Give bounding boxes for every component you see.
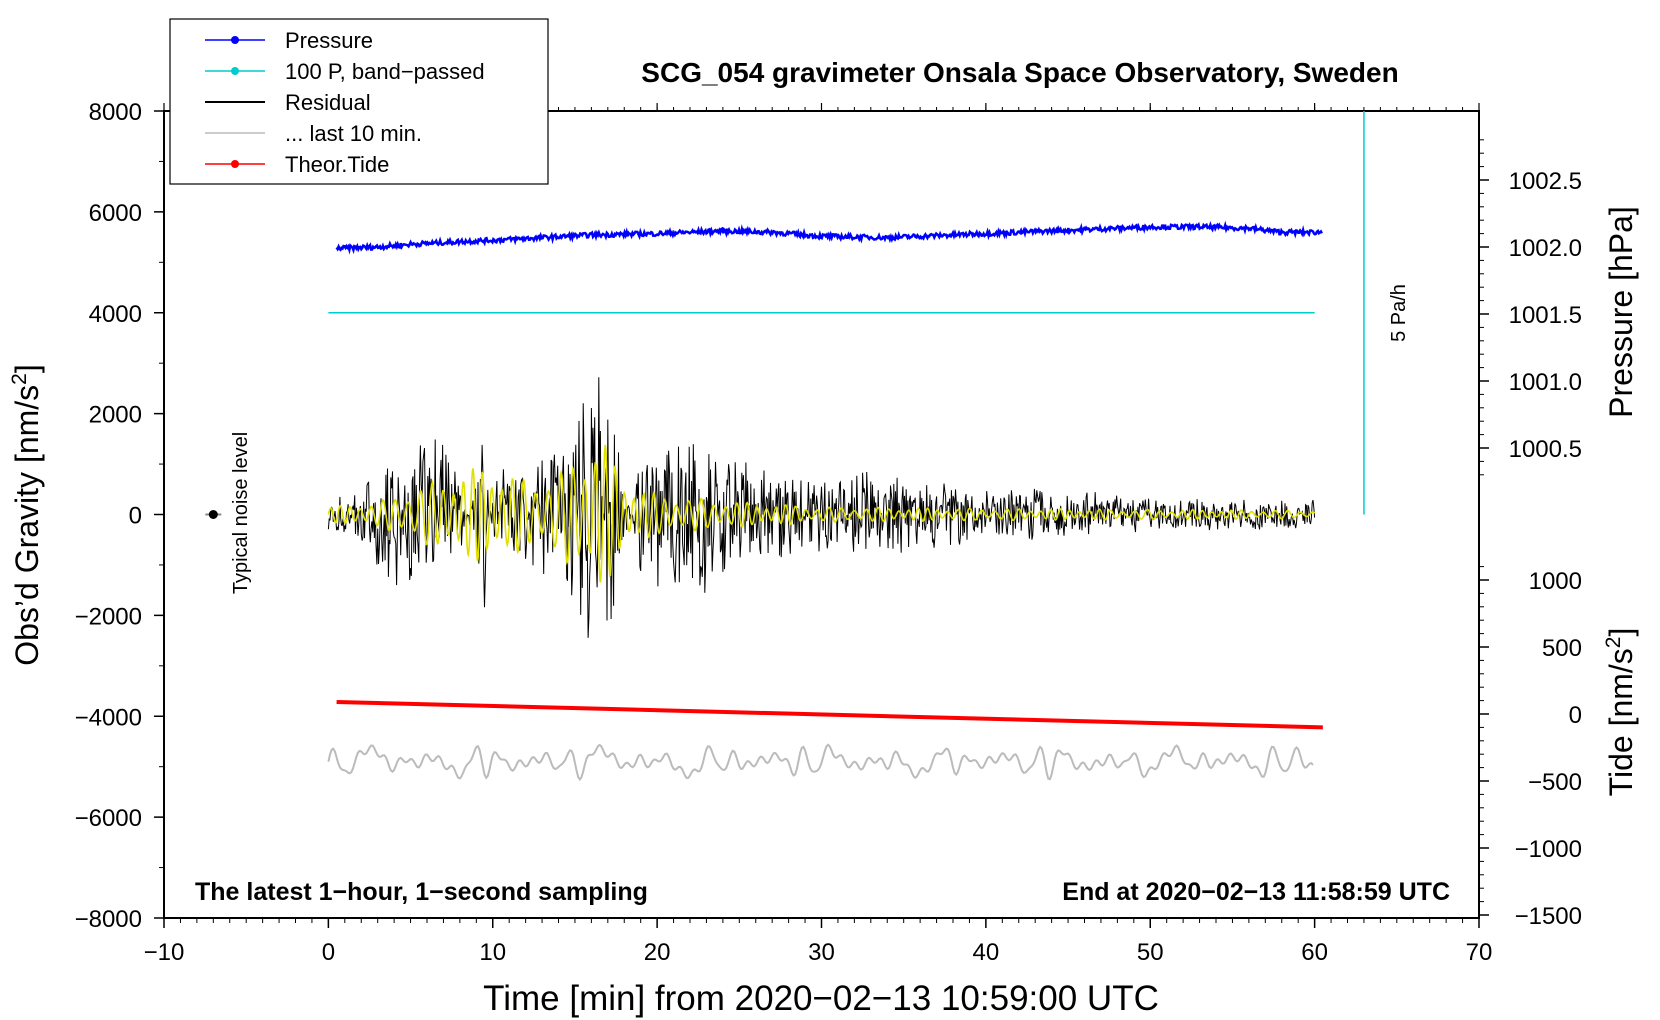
legend-label: ... last 10 min. <box>285 121 422 146</box>
y-tick-label: −6000 <box>75 805 142 832</box>
x-tick-label: 0 <box>322 939 335 966</box>
series-residual <box>327 377 1316 638</box>
x-axis-ticks: −10 0 10 20 30 40 50 60 70 <box>144 103 1493 966</box>
rate-label: 5 Pa/h <box>1388 284 1410 342</box>
y-tick-label: 4000 <box>89 301 142 328</box>
legend-marker <box>231 160 239 168</box>
y-tick-label: 6000 <box>89 200 142 227</box>
tide-tick-label: −1500 <box>1515 903 1582 930</box>
legend-marker <box>231 67 239 75</box>
legend-label: Pressure <box>285 28 373 53</box>
tide-tick-label: 1000 <box>1529 568 1582 595</box>
y-axis-label-left: Obs’d Gravity [nm/s2] <box>8 364 45 666</box>
pressure-axis-label: Pressure [hPa] <box>1603 206 1639 418</box>
legend-label: Theor.Tide <box>285 152 389 177</box>
pressure-tick-label: 1002.5 <box>1509 168 1582 195</box>
y-axis-label-close: ] <box>9 364 45 373</box>
legend: Pressure 100 P, band−passed Residual ... la… <box>169 18 549 185</box>
chart-title: SCG_054 gravimeter Onsala Space Observat… <box>641 57 1398 88</box>
series-pressure <box>335 220 1323 255</box>
end-time-note: End at 2020−02−13 11:58:59 UTC <box>1062 878 1450 906</box>
x-tick-label: 50 <box>1137 939 1164 966</box>
series-theor-tide <box>336 699 1323 730</box>
pressure-tick-label: 1002.0 <box>1509 235 1582 262</box>
x-tick-label: −10 <box>144 939 185 966</box>
tide-axis-ticks: 1000 500 0 −500 −1000 −1500 <box>1479 566 1582 930</box>
legend-marker <box>231 36 239 44</box>
x-tick-label: 20 <box>644 939 671 966</box>
y-tick-label: 2000 <box>89 402 142 429</box>
pressure-tick-label: 1001.0 <box>1509 369 1582 396</box>
pressure-tick-label: 1000.5 <box>1509 436 1582 463</box>
series-residual-bandpassed <box>327 444 1316 583</box>
tide-axis-label-sup: 2 <box>1602 637 1625 649</box>
y-tick-label: 8000 <box>89 99 142 126</box>
x-tick-label: 70 <box>1466 939 1493 966</box>
x-tick-label: 60 <box>1301 939 1328 966</box>
noise-level-point <box>208 510 218 519</box>
tide-tick-label: −1000 <box>1515 836 1582 863</box>
pressure-tick-label: 1001.5 <box>1509 302 1582 329</box>
x-axis-label: Time [min] from 2020−02−13 10:59:00 UTC <box>483 979 1159 1018</box>
y-axis-label-text: Obs’d Gravity [nm/s <box>9 385 45 666</box>
tide-axis-label: Tide [nm/s2] <box>1602 628 1639 797</box>
y-tick-label: −2000 <box>75 603 142 630</box>
tide-tick-label: 0 <box>1569 702 1582 729</box>
series-last-10-min <box>327 743 1314 782</box>
tide-tick-label: −500 <box>1528 769 1582 796</box>
legend-label: 100 P, band−passed <box>285 59 485 84</box>
tide-axis-label-text: Tide [nm/s <box>1603 648 1639 796</box>
y-tick-label: −4000 <box>75 704 142 731</box>
sampling-note: The latest 1−hour, 1−second sampling <box>195 878 648 906</box>
tide-axis-label-close: ] <box>1603 628 1639 637</box>
x-tick-label: 10 <box>479 939 506 966</box>
legend-label: Residual <box>285 90 371 115</box>
x-tick-label: 40 <box>973 939 1000 966</box>
tide-tick-label: 500 <box>1542 635 1582 662</box>
y-tick-label: −8000 <box>75 906 142 933</box>
y-axis-label-sup: 2 <box>8 373 31 385</box>
noise-level-label: Typical noise level <box>230 432 252 594</box>
series-layer <box>205 111 1365 782</box>
pressure-axis-ticks: 1002.5 1002.0 1001.5 1001.0 1000.5 <box>1479 139 1582 476</box>
y-axis-ticks: 8000 6000 4000 2000 0 −2000 −4000 −6000 −8000 <box>75 99 164 933</box>
y-tick-label: 0 <box>129 503 142 530</box>
x-tick-label: 30 <box>808 939 835 966</box>
legend-entries: Pressure 100 P, band−passed Residual ... la… <box>205 28 485 177</box>
